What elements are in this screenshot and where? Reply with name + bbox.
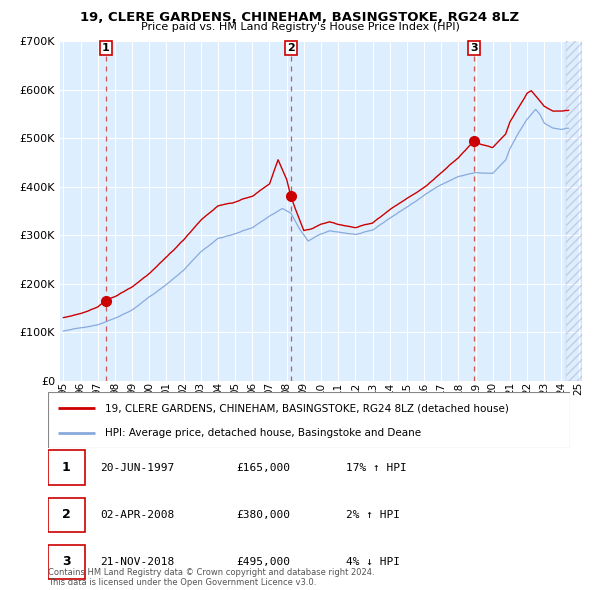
Text: 20-JUN-1997: 20-JUN-1997 bbox=[100, 463, 175, 473]
Text: 2% ↑ HPI: 2% ↑ HPI bbox=[346, 510, 400, 520]
Text: HPI: Average price, detached house, Basingstoke and Deane: HPI: Average price, detached house, Basi… bbox=[106, 428, 422, 438]
Bar bbox=[48, 545, 85, 579]
Text: Price paid vs. HM Land Registry's House Price Index (HPI): Price paid vs. HM Land Registry's House … bbox=[140, 22, 460, 32]
Text: £495,000: £495,000 bbox=[236, 557, 290, 567]
Text: 19, CLERE GARDENS, CHINEHAM, BASINGSTOKE, RG24 8LZ: 19, CLERE GARDENS, CHINEHAM, BASINGSTOKE… bbox=[80, 11, 520, 24]
Text: £380,000: £380,000 bbox=[236, 510, 290, 520]
Text: 1: 1 bbox=[102, 43, 110, 53]
Text: Contains HM Land Registry data © Crown copyright and database right 2024.
This d: Contains HM Land Registry data © Crown c… bbox=[48, 568, 374, 587]
Text: 21-NOV-2018: 21-NOV-2018 bbox=[100, 557, 175, 567]
Text: 3: 3 bbox=[470, 43, 478, 53]
Text: 19, CLERE GARDENS, CHINEHAM, BASINGSTOKE, RG24 8LZ (detached house): 19, CLERE GARDENS, CHINEHAM, BASINGSTOKE… bbox=[106, 403, 509, 413]
Text: £165,000: £165,000 bbox=[236, 463, 290, 473]
Text: 3: 3 bbox=[62, 555, 71, 569]
Text: 17% ↑ HPI: 17% ↑ HPI bbox=[346, 463, 406, 473]
Text: 02-APR-2008: 02-APR-2008 bbox=[100, 510, 175, 520]
Text: 2: 2 bbox=[62, 508, 71, 522]
Text: 4% ↓ HPI: 4% ↓ HPI bbox=[346, 557, 400, 567]
Bar bbox=[48, 497, 85, 532]
Text: 1: 1 bbox=[62, 461, 71, 474]
Bar bbox=[48, 450, 85, 485]
Text: 2: 2 bbox=[287, 43, 295, 53]
